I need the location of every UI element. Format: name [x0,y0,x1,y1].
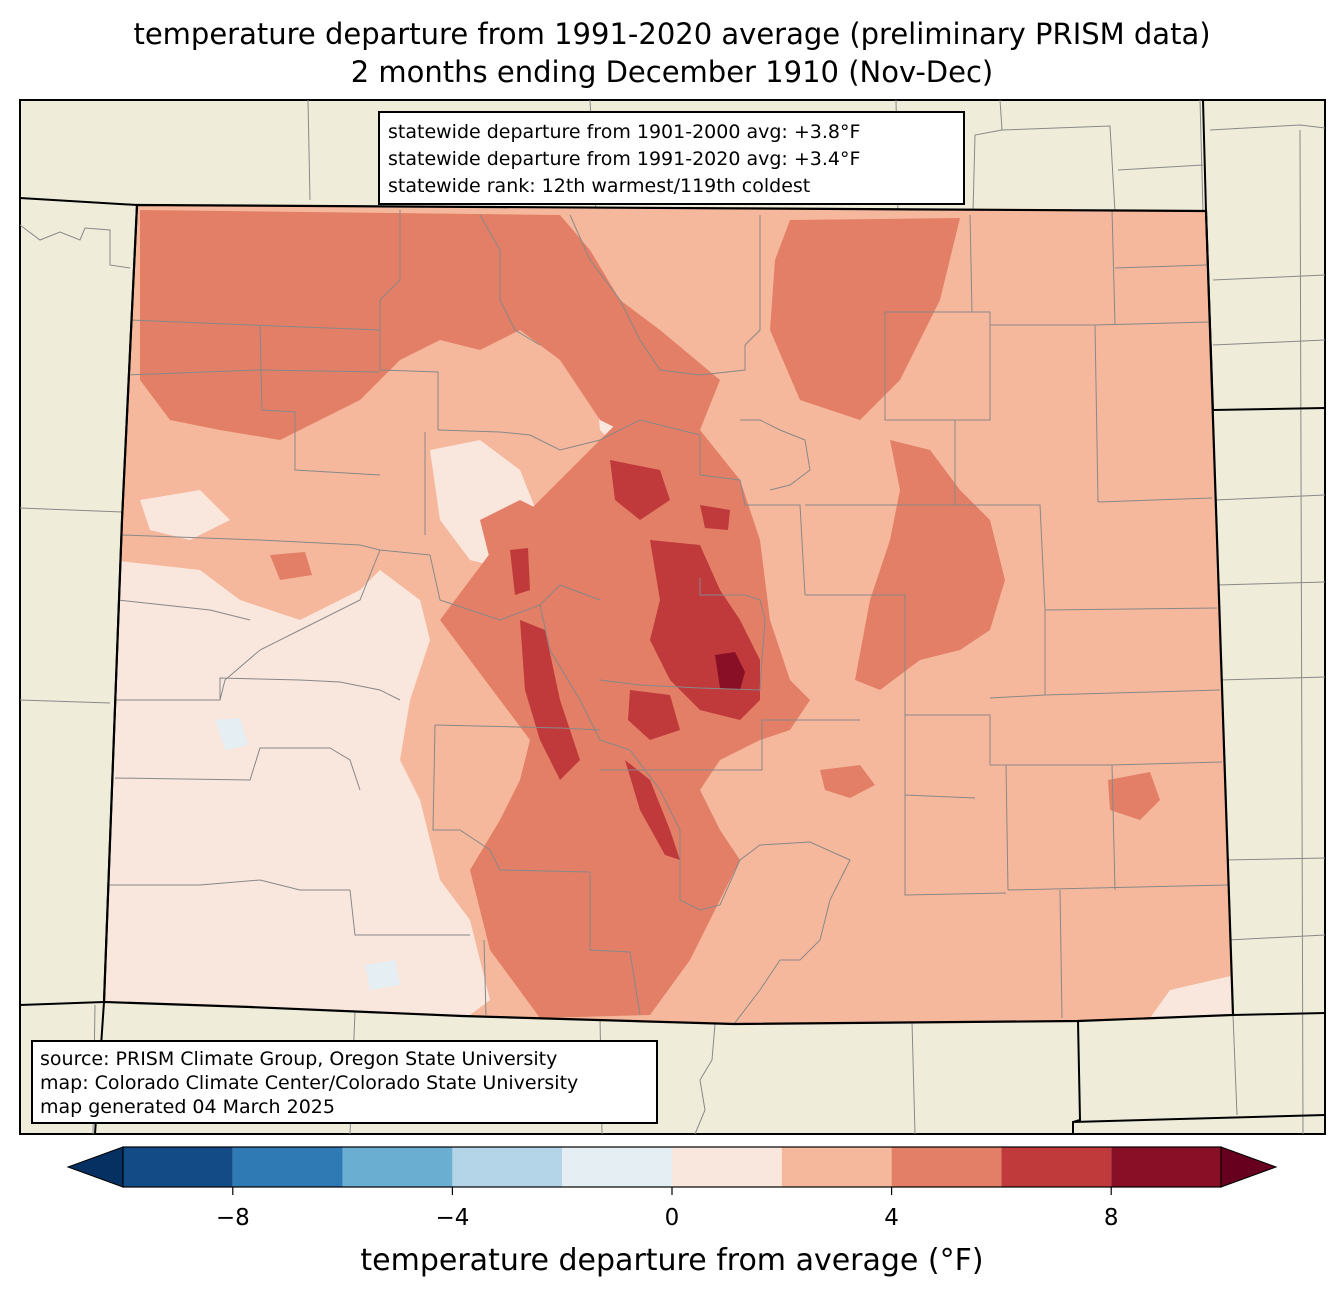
anomaly-region-4to6-patch [820,765,875,798]
anomaly-region-6to8-spanishpeaks [625,760,680,860]
anomaly-region-8to10-peak [715,652,745,690]
map-title-line2: 2 months ending December 1910 (Nov-Dec) [350,55,994,89]
colorbar-tick-label: −8 [215,1205,250,1231]
map-title-line1: temperature departure from 1991-2020 ave… [133,17,1211,51]
anomaly-region-0to2-west2 [140,490,230,540]
anomaly-region-6to8-sawatch [510,548,530,595]
anomaly-region-6to8-boulder [700,505,730,530]
colorbar-label: temperature departure from average (°F) [360,1243,984,1278]
anomaly-region-4to6-northeast [770,218,960,420]
colorbar-bin [781,1147,892,1187]
colorbar-under-arrow [66,1146,124,1188]
neighbor-county-lines [19,99,1326,1135]
anomaly-field [104,205,1233,1024]
anomaly-region-4to6-east [855,440,1005,690]
colorbar-bin [342,1147,453,1187]
colorbar-bin [123,1147,233,1187]
colorbar-bin [1001,1147,1112,1187]
anomaly-region-0to2-west [104,560,490,1015]
anomaly-region-4to6-sangre [480,500,560,580]
colorbar-over-arrow [1220,1146,1278,1188]
anomaly-region-6to8-wet [628,690,680,740]
anomaly-region-neg-patch2 [365,960,400,990]
colorbar-tick-label: −4 [435,1205,470,1231]
anomaly-region-4to6-west [270,552,312,580]
stats-rank: statewide rank: 12th warmest/119th colde… [388,175,811,197]
colorbar [66,1146,1278,1195]
anomaly-region-4to6-north [140,210,720,440]
source-prism: source: PRISM Climate Group, Oregon Stat… [40,1048,558,1070]
anomaly-region-6to8-north [610,460,670,520]
colorbar-bin [562,1147,672,1187]
anomaly-region-0to2-southwest [120,960,200,1008]
anomaly-region-neg-patch1 [215,718,248,750]
colorbar-bin [672,1147,782,1187]
source-generated-date: map generated 04 March 2025 [40,1096,335,1118]
stats-departure-1991-2020: statewide departure from 1991-2020 avg: … [388,148,861,170]
anomaly-region-0to2-southeast [1150,975,1233,1018]
colorado-county-lines [108,209,1229,1024]
source-map-credit: map: Colorado Climate Center/Colorado St… [40,1072,579,1094]
colorbar-bin [1111,1147,1221,1187]
stats-departure-1901-2000: statewide departure from 1901-2000 avg: … [388,121,861,143]
colorbar-tick-label: 4 [884,1205,899,1231]
colorbar-tick-label: 0 [664,1205,680,1231]
colorbar-tick-label: 8 [1103,1205,1119,1231]
colorbar-bin [232,1147,343,1187]
source-credits-box: source: PRISM Climate Group, Oregon Stat… [31,1040,658,1124]
anomaly-region-4to6-baca [1108,772,1160,820]
statewide-stats-box: statewide departure from 1901-2000 avg: … [378,111,965,205]
colorbar-bin [452,1147,563,1187]
anomaly-region-6to8-sangre [520,620,580,780]
colorbar-bin [891,1147,1002,1187]
